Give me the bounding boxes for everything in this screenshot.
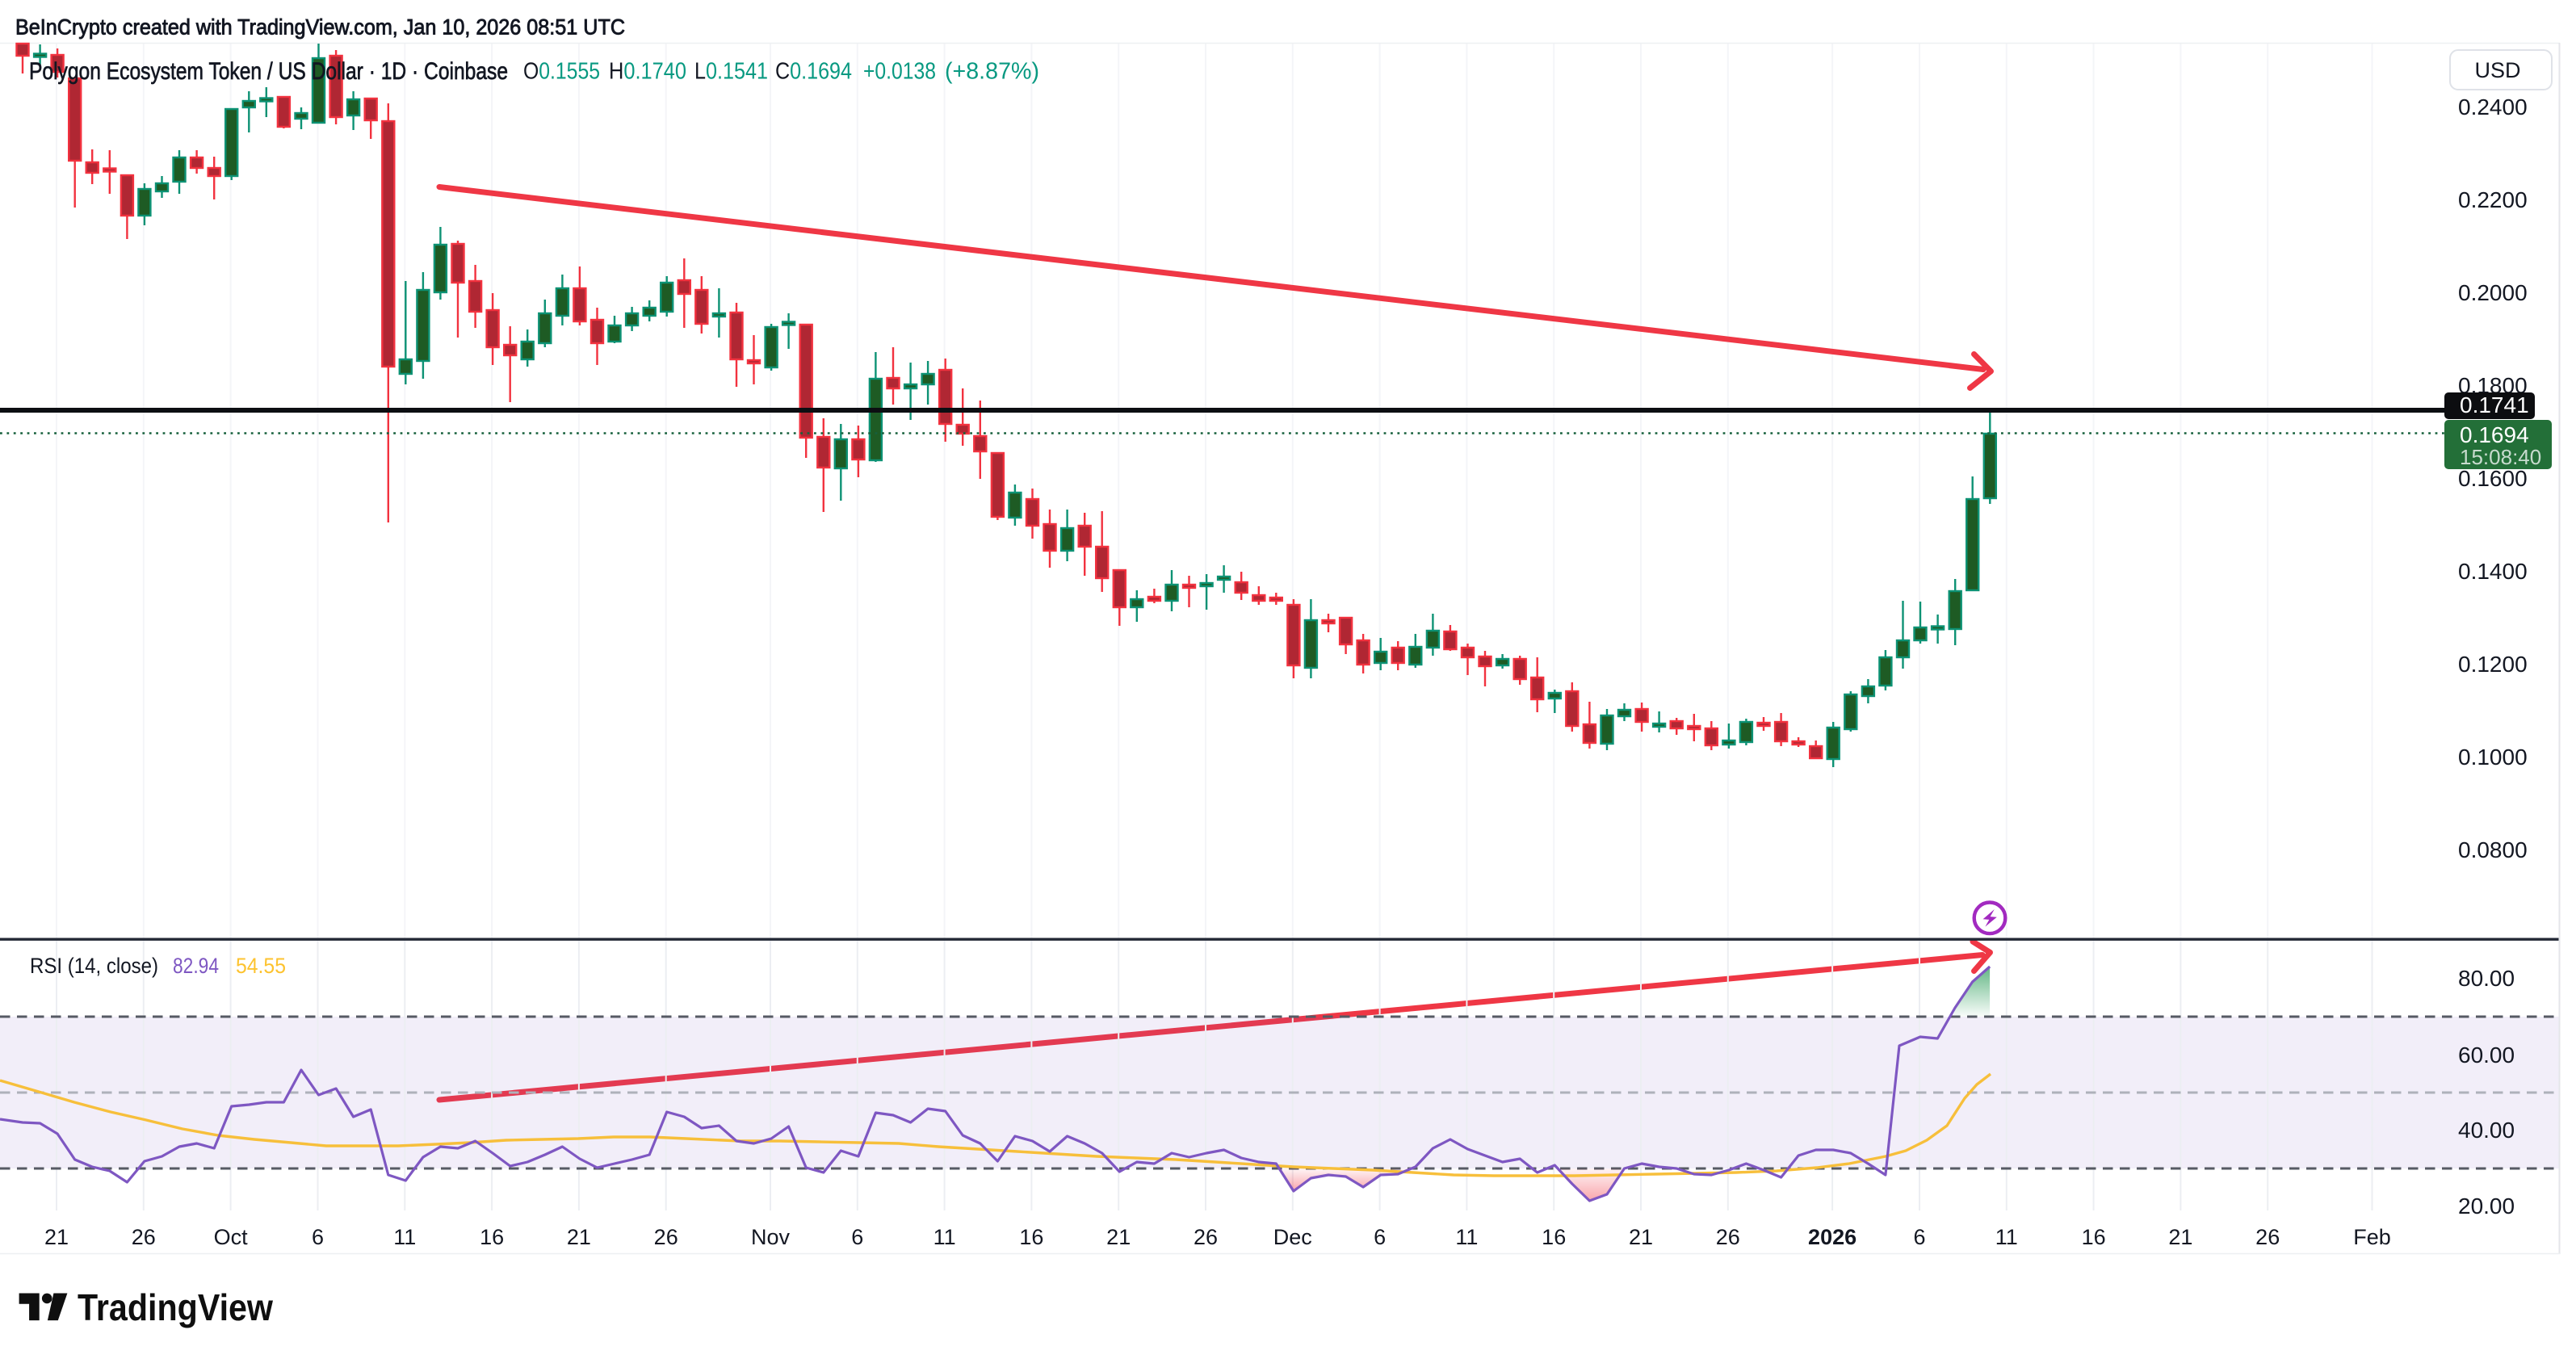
svg-text:0.2400: 0.2400 (2458, 94, 2528, 120)
svg-text:21: 21 (1106, 1225, 1131, 1249)
svg-text:40.00: 40.00 (2458, 1118, 2515, 1143)
svg-text:54.55: 54.55 (236, 954, 286, 978)
svg-text:15:08:40: 15:08:40 (2460, 445, 2541, 469)
svg-text:0.1000: 0.1000 (2458, 745, 2528, 770)
svg-text:0.1200: 0.1200 (2458, 652, 2528, 677)
svg-text:L0.1541: L0.1541 (694, 59, 768, 85)
svg-text:80.00: 80.00 (2458, 966, 2515, 991)
svg-text:Nov: Nov (751, 1225, 791, 1249)
svg-text:0.0800: 0.0800 (2458, 837, 2528, 862)
svg-text:0.1694: 0.1694 (2460, 422, 2529, 447)
svg-text:21: 21 (567, 1225, 591, 1249)
svg-text:H0.1740: H0.1740 (609, 59, 686, 85)
svg-text:82.94: 82.94 (173, 954, 219, 978)
svg-text:26: 26 (654, 1225, 678, 1249)
svg-text:0.1400: 0.1400 (2458, 559, 2528, 584)
svg-text:20.00: 20.00 (2458, 1193, 2515, 1219)
svg-text:16: 16 (1019, 1225, 1043, 1249)
svg-text:0.2200: 0.2200 (2458, 187, 2528, 212)
svg-text:O0.1555: O0.1555 (523, 59, 600, 85)
svg-text:0.2000: 0.2000 (2458, 280, 2528, 305)
svg-text:21: 21 (44, 1225, 69, 1249)
svg-text:0.1741: 0.1741 (2460, 392, 2529, 417)
svg-text:6: 6 (312, 1225, 324, 1249)
svg-text:(+8.87%): (+8.87%) (945, 59, 1039, 85)
svg-text:Dec: Dec (1273, 1225, 1312, 1249)
svg-text:BeInCrypto created with Tradin: BeInCrypto created with TradingView.com,… (15, 15, 625, 40)
svg-text:6: 6 (1913, 1225, 1925, 1249)
svg-text:26: 26 (132, 1225, 156, 1249)
svg-text:21: 21 (2168, 1225, 2192, 1249)
svg-text:26: 26 (1716, 1225, 1740, 1249)
svg-text:Oct: Oct (214, 1225, 249, 1249)
svg-text:6: 6 (851, 1225, 863, 1249)
svg-text:2026: 2026 (1808, 1225, 1856, 1249)
svg-text:16: 16 (2082, 1225, 2106, 1249)
svg-text:RSI (14, close): RSI (14, close) (30, 954, 158, 978)
svg-text:60.00: 60.00 (2458, 1042, 2515, 1068)
svg-text:21: 21 (1629, 1225, 1653, 1249)
svg-text:USD: USD (2474, 58, 2520, 82)
svg-text:16: 16 (480, 1225, 504, 1249)
svg-text:Polygon Ecosystem Token / US D: Polygon Ecosystem Token / US Dollar · 1D… (29, 58, 508, 85)
svg-text:16: 16 (1542, 1225, 1566, 1249)
svg-text:26: 26 (1194, 1225, 1218, 1249)
svg-text:6: 6 (1374, 1225, 1386, 1249)
svg-text:Feb: Feb (2353, 1225, 2391, 1249)
svg-text:26: 26 (2255, 1225, 2280, 1249)
svg-text:11: 11 (1995, 1225, 2018, 1249)
svg-text:11: 11 (393, 1225, 416, 1249)
svg-text:+0.0138: +0.0138 (863, 59, 936, 85)
svg-text:TradingView: TradingView (78, 1286, 273, 1328)
svg-text:11: 11 (1455, 1225, 1478, 1249)
svg-text:0.1600: 0.1600 (2458, 466, 2528, 491)
svg-text:C0.1694: C0.1694 (775, 59, 852, 85)
svg-text:11: 11 (933, 1225, 956, 1249)
